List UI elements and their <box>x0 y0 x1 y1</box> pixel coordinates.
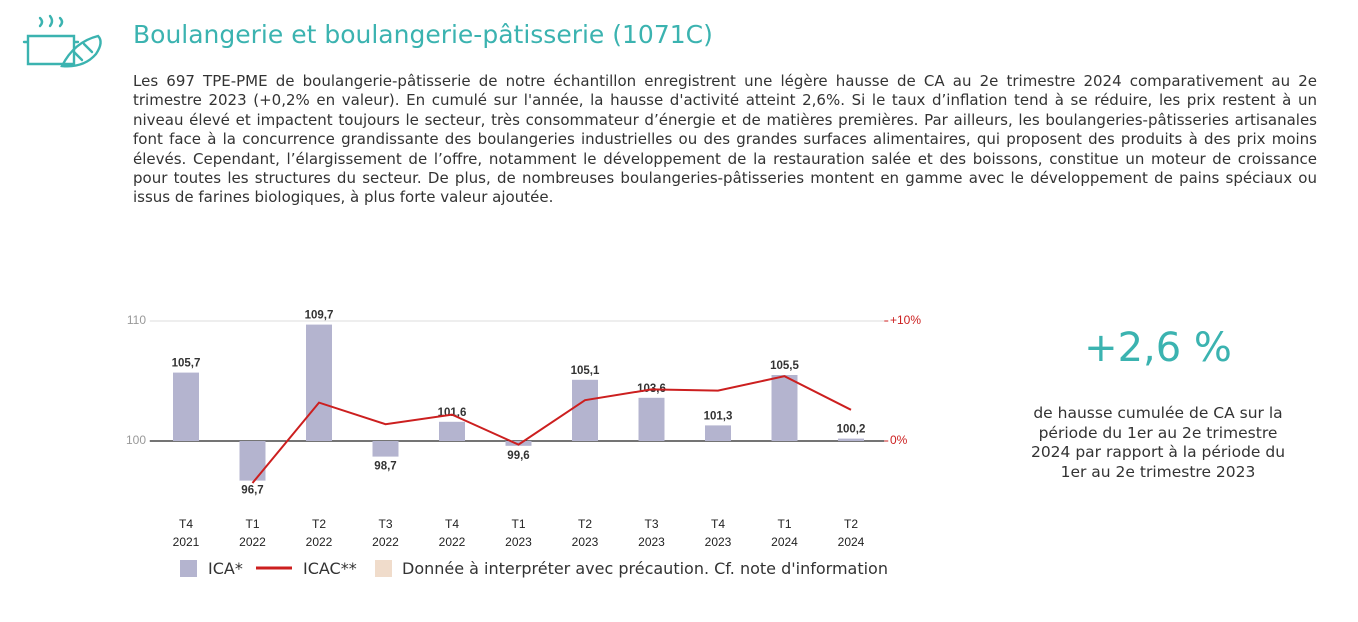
bar <box>705 425 731 441</box>
x-tick-label: T2 2022 <box>305 517 333 549</box>
legend-swatch <box>375 560 392 577</box>
data-label: 105,5 <box>770 360 799 372</box>
legend-label: Donnée à interpréter avec précaution. Cf… <box>402 559 888 578</box>
bar <box>439 421 465 441</box>
y-tick-label: 110 <box>127 313 146 327</box>
bar <box>572 379 598 441</box>
x-tick-label: T2 2024 <box>837 517 865 549</box>
highlight-caption: de hausse cumulée de CA sur la période d… <box>1030 404 1286 481</box>
data-label: 100,2 <box>837 424 866 436</box>
legend-swatch <box>180 560 197 577</box>
bar <box>771 375 798 441</box>
bar <box>372 441 399 457</box>
bar <box>306 324 332 441</box>
y-tick-label: 100 <box>126 433 146 447</box>
x-tick-label: T4 2021 <box>172 517 200 549</box>
data-label: 98,7 <box>374 461 396 473</box>
x-tick-label: T4 2022 <box>438 517 466 549</box>
line <box>251 375 852 484</box>
x-tick-label: T1 2024 <box>771 517 798 549</box>
x-tick-label: T1 2023 <box>505 517 532 549</box>
bar <box>838 438 864 441</box>
legend-label: ICAC** <box>303 559 357 578</box>
title: Boulangerie et boulangerie-pâtisserie (1… <box>133 20 713 49</box>
bar <box>173 372 199 441</box>
y2-tick-label: 0% <box>890 433 908 447</box>
data-label: 101,3 <box>704 410 733 422</box>
x-tick-label: T3 2023 <box>638 517 665 549</box>
bakery-icon <box>22 14 102 68</box>
data-label: 105,7 <box>172 358 201 370</box>
data-label: 99,6 <box>507 450 529 462</box>
data-label: 109,7 <box>305 310 334 322</box>
x-tick-label: T1 2022 <box>239 517 266 549</box>
legend-label: ICA* <box>208 559 243 578</box>
y2-tick-label: +10% <box>890 313 921 327</box>
data-label: 105,1 <box>571 365 600 377</box>
x-tick-label: T4 2023 <box>704 517 732 549</box>
paragraph: Les 697 TPE-PME de boulangerie-pâtisseri… <box>133 72 1317 207</box>
data-label: 96,7 <box>241 485 263 497</box>
x-tick-label: T2 2023 <box>571 517 599 549</box>
highlight-value: +2,6 % <box>1084 325 1232 371</box>
x-tick-label: T3 2022 <box>372 517 399 549</box>
bar <box>638 397 665 441</box>
bar <box>239 441 266 481</box>
